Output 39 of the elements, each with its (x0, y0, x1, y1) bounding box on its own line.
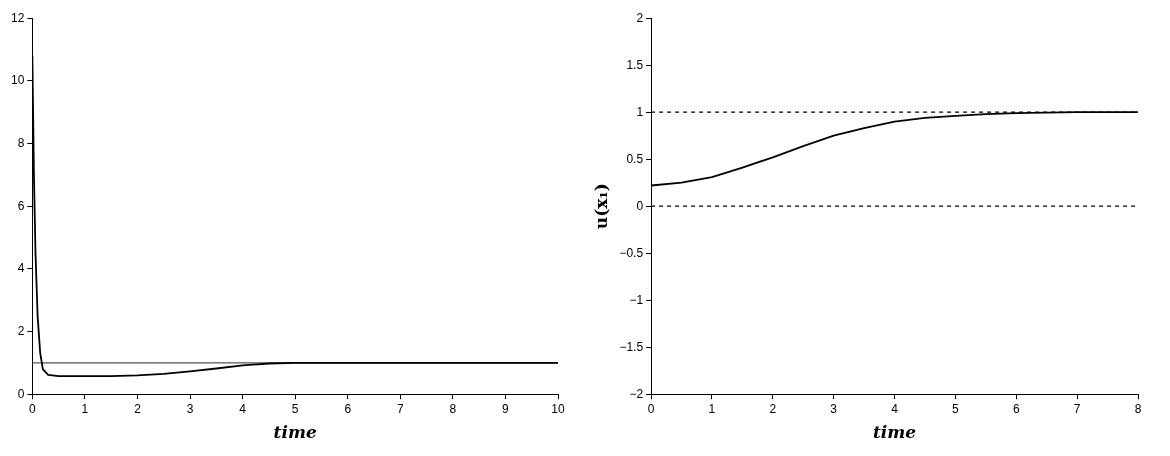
x-tick-label: 1 (708, 401, 716, 416)
y-tick-label: 2 (636, 10, 644, 25)
y-tick-label: 12 (10, 10, 25, 25)
x-tick-label: 3 (186, 401, 194, 416)
x-tick-label: 3 (830, 401, 838, 416)
x-tick-label: 8 (449, 401, 457, 416)
x-tick-label: 8 (1134, 401, 1142, 416)
y-tick-label: 0 (17, 386, 25, 401)
x-tick-label: 0 (647, 401, 655, 416)
y-tick-label: 1 (636, 104, 644, 119)
x-tick-label: 7 (396, 401, 404, 416)
y-tick-label: −1.5 (619, 339, 644, 354)
x-tick-label: 6 (1012, 401, 1020, 416)
y-tick-label: 10 (10, 73, 25, 88)
y-tick-label: 0.5 (626, 151, 644, 166)
x-tick-label: 7 (1073, 401, 1081, 416)
x-tick-label: 5 (291, 401, 299, 416)
x-axis-title: time (273, 422, 317, 443)
y-tick-label: 4 (17, 261, 25, 276)
y-tick-label: 1.5 (626, 57, 644, 72)
y-axis-title: u(x₁) (590, 183, 611, 230)
x-tick-label: 2 (134, 401, 142, 416)
x-tick-label: 0 (29, 401, 36, 416)
y-tick-label: 8 (17, 135, 25, 150)
y-tick-label: 6 (17, 198, 25, 213)
y-tick-label: −2 (629, 386, 644, 401)
x-tick-label: 1 (81, 401, 89, 416)
x-tick-label: 2 (769, 401, 777, 416)
y-tick-label: 2 (17, 323, 25, 338)
x-tick-label: 4 (239, 401, 247, 416)
y-tick-label: −0.5 (619, 245, 644, 260)
x-tick-label: 10 (551, 401, 565, 416)
x-tick-label: 4 (891, 401, 899, 416)
y-tick-label: 0 (636, 198, 644, 213)
y-tick-label: −1 (629, 292, 644, 307)
x-tick-label: 6 (344, 401, 352, 416)
x-tick-label: 5 (952, 401, 960, 416)
x-tick-label: 9 (502, 401, 510, 416)
x-axis-title: time (872, 422, 917, 443)
